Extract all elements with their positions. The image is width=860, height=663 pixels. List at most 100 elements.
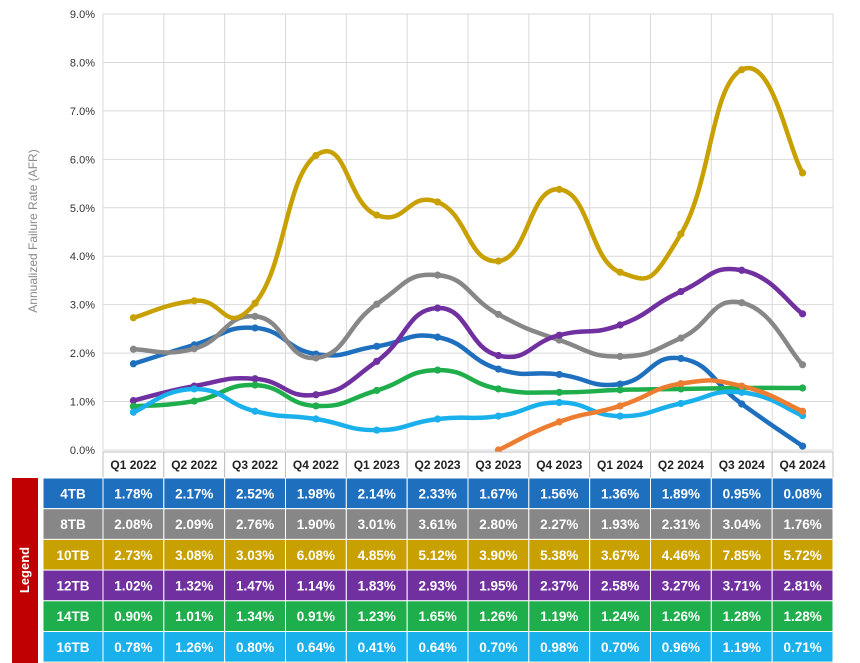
- data-point-14tb: [129, 402, 138, 410]
- data-point-4tb: [251, 324, 259, 332]
- data-point-10tb: [677, 230, 685, 238]
- data-point-8tb: [129, 345, 138, 353]
- data-label-14tb: 1.65%: [418, 609, 456, 624]
- chart-gridlines: [102, 13, 834, 451]
- legend-panel: Legend: [12, 478, 38, 663]
- data-label-8tb: 1.90%: [297, 517, 335, 532]
- data-point-10tb: [433, 198, 442, 206]
- row-label-8tb: 8TB: [60, 517, 86, 532]
- table-header-cell: [710, 451, 773, 479]
- data-label-14tb: 1.26%: [662, 609, 700, 624]
- data-label-16tb: 1.26%: [175, 640, 213, 655]
- data-label-12tb: 2.81%: [783, 578, 821, 593]
- table-header-cell: [589, 451, 652, 479]
- data-label-12tb: 1.32%: [175, 578, 213, 593]
- data-point-12tb: [798, 310, 807, 318]
- data-point-4tb: [738, 400, 746, 408]
- data-label-8tb: 2.08%: [114, 517, 152, 532]
- data-point-16tb: [616, 412, 624, 420]
- data-label-14tb: 1.28%: [723, 609, 761, 624]
- data-label-12tb: 1.47%: [236, 578, 274, 593]
- data-point-14tb: [433, 366, 442, 374]
- data-label-4tb: 2.14%: [358, 486, 396, 501]
- table-cell: [589, 477, 652, 510]
- row-label-cell-14tb: [42, 600, 104, 632]
- row-label-cell-16tb: [42, 631, 104, 663]
- table-cell: [771, 631, 834, 663]
- table-cell: [285, 569, 347, 602]
- row-label-cell-10tb: [42, 538, 104, 571]
- data-label-8tb: 3.61%: [418, 517, 456, 532]
- data-label-12tb: 3.27%: [662, 578, 700, 593]
- data-label-10tb: 5.38%: [540, 548, 578, 563]
- data-point-16tb: [738, 388, 746, 396]
- data-label-16tb: 0.64%: [418, 640, 456, 655]
- table-header-q1-2022: Q1 2022: [110, 458, 156, 472]
- data-point-4tb: [616, 380, 624, 388]
- data-point-8tb: [312, 354, 320, 362]
- data-label-8tb: 1.93%: [601, 517, 639, 532]
- data-label-8tb: 2.27%: [540, 517, 578, 532]
- series-points: [129, 66, 807, 454]
- y-tick-label: 2.0%: [70, 348, 95, 360]
- data-label-10tb: 5.12%: [418, 548, 456, 563]
- table-cell: [650, 508, 712, 540]
- table-cell: [224, 569, 287, 602]
- data-point-8tb: [190, 345, 198, 353]
- table-cell: [345, 508, 408, 540]
- table-cell: [224, 631, 287, 663]
- data-point-4tb: [555, 370, 563, 379]
- data-point-4tb: [798, 442, 807, 450]
- table-cell: [345, 477, 408, 510]
- data-point-12tb: [312, 391, 320, 399]
- table-cell: [589, 600, 652, 632]
- data-label-12tb: 1.83%: [358, 578, 396, 593]
- y-tick-label: 5.0%: [70, 203, 95, 215]
- data-point-22tb: [555, 418, 563, 426]
- table-cell: [710, 600, 773, 632]
- table-cell: [589, 569, 652, 602]
- data-label-14tb: 1.26%: [479, 609, 517, 624]
- series-line-16tb: [131, 386, 805, 433]
- table-cell: [650, 538, 712, 571]
- data-label-14tb: 1.34%: [236, 609, 274, 624]
- data-label-8tb: 2.09%: [175, 517, 213, 532]
- data-label-12tb: 1.14%: [297, 578, 335, 593]
- table-cell: [285, 477, 347, 510]
- y-tick-label: 1.0%: [70, 397, 95, 409]
- data-label-8tb: 2.80%: [479, 517, 517, 532]
- data-label-12tb: 2.58%: [601, 578, 639, 593]
- data-label-16tb: 0.70%: [601, 640, 639, 655]
- table-cell: [224, 508, 287, 540]
- data-point-8tb: [798, 361, 807, 369]
- table-header-q4-2022: Q4 2022: [293, 458, 339, 472]
- data-label-12tb: 1.02%: [114, 578, 152, 593]
- table-header-q2-2024: Q2 2024: [658, 458, 704, 472]
- table-cell: [771, 600, 834, 632]
- data-label-4tb: 1.56%: [540, 486, 578, 501]
- data-label-10tb: 2.73%: [114, 548, 152, 563]
- data-label-16tb: 0.70%: [479, 640, 517, 655]
- table-cell: [467, 508, 530, 540]
- row-label-12tb: 12TB: [56, 578, 89, 593]
- data-label-14tb: 1.24%: [601, 609, 639, 624]
- data-point-16tb: [312, 415, 320, 423]
- data-point-12tb: [555, 331, 563, 339]
- y-tick-label: 8.0%: [70, 57, 95, 69]
- table-cell: [102, 631, 165, 663]
- data-label-10tb: 3.67%: [601, 548, 639, 563]
- data-label-8tb: 2.31%: [662, 517, 700, 532]
- data-point-14tb: [677, 385, 685, 393]
- data-point-12tb: [616, 321, 624, 329]
- data-label-12tb: 3.71%: [723, 578, 761, 593]
- data-point-4tb: [494, 365, 503, 373]
- legend-bar: [12, 478, 38, 663]
- y-tick-label: 4.0%: [70, 251, 95, 263]
- data-point-22tb: [677, 380, 685, 388]
- row-label-16tb: 16TB: [56, 640, 89, 655]
- data-label-4tb: 2.17%: [175, 486, 213, 501]
- table-cell: [224, 538, 287, 571]
- data-point-10tb: [798, 169, 807, 177]
- data-point-8tb: [251, 312, 259, 320]
